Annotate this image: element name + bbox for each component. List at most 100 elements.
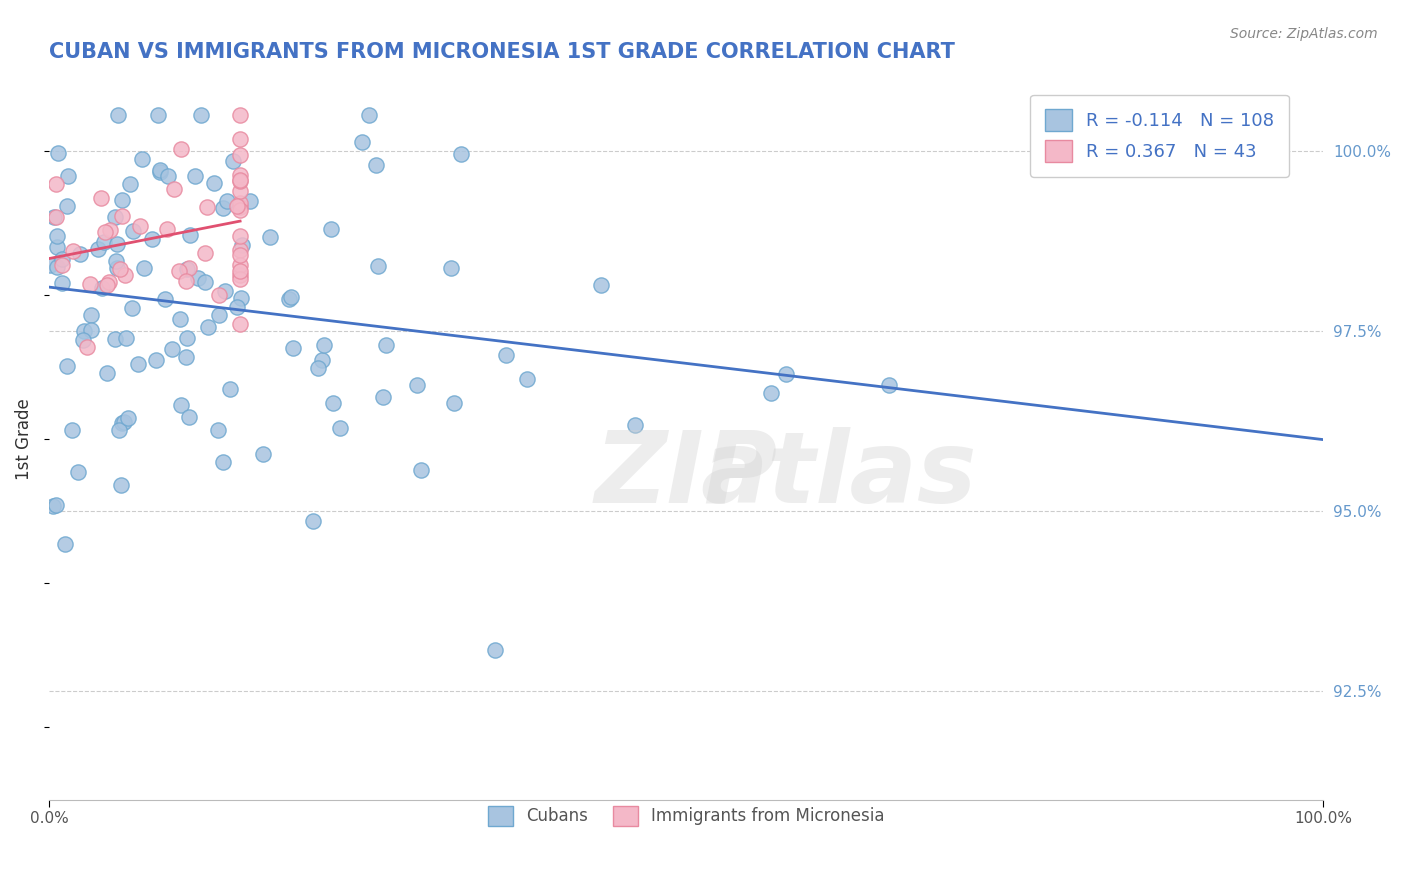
Point [170, 142, 193, 156]
Point [229, 108, 252, 122]
Point [105, 253, 128, 268]
Point [229, 148, 252, 162]
Point [226, 300, 249, 314]
Point [259, 230, 281, 244]
Point [440, 260, 463, 275]
Point [207, 423, 229, 437]
Point [283, 341, 305, 355]
Point [229, 268, 252, 282]
Point [179, 409, 201, 424]
Point [409, 463, 432, 477]
Point [450, 146, 472, 161]
Point [252, 447, 274, 461]
Point [277, 292, 299, 306]
Point [60, 423, 83, 437]
Point [367, 259, 389, 273]
Point [90, 192, 112, 206]
Point [156, 222, 179, 236]
Point [179, 227, 201, 242]
Point [94, 225, 117, 239]
Point [229, 196, 252, 211]
Point [42, 500, 65, 514]
Point [155, 292, 177, 306]
Point [79, 277, 101, 291]
Point [51, 252, 73, 266]
Point [194, 275, 217, 289]
Point [45, 260, 67, 275]
Point [45, 240, 67, 254]
Point [104, 210, 127, 224]
Point [108, 262, 131, 277]
Point [42, 210, 65, 224]
Point [176, 262, 198, 277]
Point [775, 367, 797, 381]
Point [219, 382, 242, 396]
Point [169, 312, 191, 326]
Point [229, 258, 252, 272]
Point [51, 258, 73, 272]
Point [229, 271, 252, 285]
Point [229, 184, 252, 198]
Point [194, 245, 217, 260]
Point [121, 301, 143, 315]
Point [877, 377, 900, 392]
Point [114, 331, 136, 345]
Point [215, 194, 238, 209]
Point [76, 340, 98, 354]
Text: CUBAN VS IMMIGRANTS FROM MICRONESIA 1ST GRADE CORRELATION CHART: CUBAN VS IMMIGRANTS FROM MICRONESIA 1ST … [49, 42, 955, 62]
Point [207, 288, 229, 302]
Point [229, 202, 252, 217]
Point [350, 135, 373, 149]
Point [114, 268, 136, 283]
Point [212, 201, 235, 215]
Point [195, 200, 218, 214]
Point [96, 278, 118, 293]
Point [229, 174, 252, 188]
Point [208, 308, 231, 322]
Point [229, 243, 252, 257]
Point [229, 291, 252, 305]
Point [112, 416, 135, 430]
Point [56, 169, 79, 183]
Point [72, 334, 94, 348]
Point [160, 342, 183, 356]
Point [149, 162, 172, 177]
Point [322, 395, 344, 409]
Point [80, 323, 103, 337]
Point [373, 390, 395, 404]
Point [515, 372, 537, 386]
Point [443, 396, 465, 410]
Point [212, 455, 235, 469]
Point [111, 193, 134, 207]
Point [62, 244, 84, 259]
Point [56, 359, 79, 374]
Point [184, 169, 207, 184]
Point [105, 260, 128, 275]
Point [177, 260, 200, 275]
Point [127, 358, 149, 372]
Point [69, 247, 91, 261]
Point [91, 280, 114, 294]
Point [46, 145, 69, 160]
Text: ZIP: ZIP [595, 426, 778, 524]
Point [228, 229, 250, 244]
Point [759, 385, 782, 400]
Point [190, 108, 212, 122]
Y-axis label: 1st Grade: 1st Grade [15, 398, 32, 480]
Point [319, 221, 342, 235]
Point [589, 277, 612, 292]
Point [117, 411, 139, 425]
Point [45, 177, 67, 191]
Point [176, 331, 198, 345]
Point [495, 348, 517, 362]
Point [329, 421, 352, 435]
Point [229, 264, 252, 278]
Point [226, 199, 249, 213]
Point [302, 514, 325, 528]
Point [55, 199, 77, 213]
Text: atlas: atlas [700, 426, 977, 524]
Point [280, 290, 302, 304]
Point [96, 367, 118, 381]
Point [375, 338, 398, 352]
Point [167, 263, 190, 277]
